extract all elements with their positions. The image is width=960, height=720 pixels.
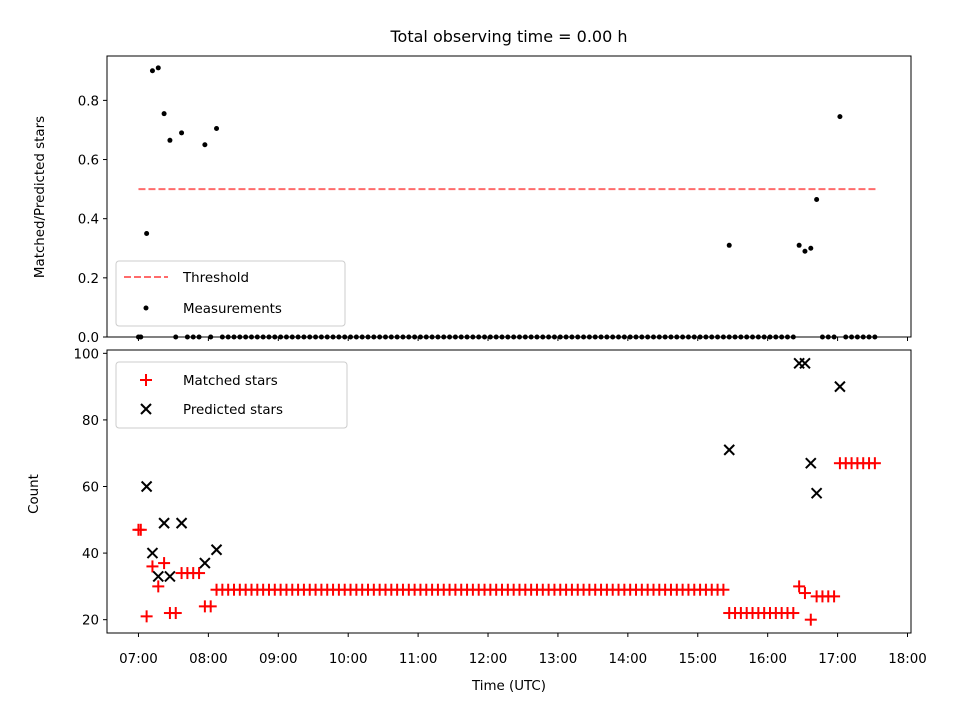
matched-star-point [804, 613, 817, 626]
matched-star-point [798, 587, 811, 600]
measurement-point [726, 242, 732, 248]
top-legend-box [115, 260, 346, 327]
bottom-legend: Matched stars Predicted stars [115, 361, 348, 429]
measurements-legend-swatch [143, 305, 149, 311]
matched-star-point [140, 610, 153, 623]
top-y-axis: 0.0 0.2 0.4 0.6 0.8 [78, 94, 107, 346]
measurement-point [167, 137, 173, 143]
predicted-star-point [210, 544, 223, 556]
matched-star-point [134, 523, 147, 536]
matched-star-point [158, 557, 171, 570]
matched-star-point [868, 457, 881, 470]
predicted-star-point [834, 380, 846, 393]
x-tick-label: 09:00 [259, 652, 298, 667]
bottom-y-axis-label: Count [27, 474, 42, 514]
measurement-point [202, 142, 208, 148]
measurement-point [214, 125, 220, 131]
measurement-point [161, 111, 167, 117]
bottom-x-axis: 07:00 08:00 09:00 10:00 11:00 12:00 13:00 14:00… [119, 633, 927, 667]
predicted-star-point [199, 557, 211, 569]
top-panel: 0.00.20.40.60.8 Matched/Predicted stars … [33, 55, 912, 346]
predicted-star-point [723, 444, 735, 456]
matched-star-point [793, 580, 806, 593]
top-y-tick-label: 0.0 [78, 331, 99, 346]
x-tick-label: 10:00 [329, 652, 368, 667]
threshold-legend-label: Threshold [182, 271, 249, 286]
x-tick-label: 11:00 [399, 652, 438, 667]
top-y-tick-label: 0.2 [78, 272, 99, 287]
bottom-y-tick-label: 60 [82, 481, 99, 496]
matched-star-point [169, 607, 182, 620]
matched-star-point [787, 607, 800, 620]
measurement-point [179, 130, 185, 136]
bottom-axes-frame [106, 349, 912, 634]
x-tick-label: 13:00 [539, 652, 578, 667]
top-y-axis-label: Matched/Predicted stars [33, 116, 48, 278]
bottom-y-tick-label: 40 [82, 547, 99, 562]
predicted-star-point [152, 570, 164, 583]
measurement-point [155, 65, 161, 71]
measurement-point [808, 245, 814, 251]
x-tick-label: 07:00 [119, 652, 158, 667]
x-tick-label: 16:00 [748, 652, 787, 667]
matched-star-point [717, 583, 730, 596]
matched-star-point [204, 600, 217, 613]
x-axis-label: Time (UTC) [471, 679, 546, 694]
matched-star-point [193, 567, 206, 580]
measurement-point [837, 114, 843, 120]
predicted-star-point [805, 457, 817, 469]
top-y-tick-label: 0.4 [78, 213, 99, 228]
measurement-point [814, 196, 820, 202]
matched-star-point [828, 590, 841, 603]
top-x-ticks [137, 337, 909, 341]
matched-star-point [146, 560, 159, 573]
top-y-tick-label: 0.6 [78, 154, 99, 169]
measurement-point [796, 242, 802, 248]
measurements-legend-label: Measurements [183, 302, 282, 317]
bottom-y-axis: 20 40 60 80 100 [73, 347, 107, 629]
bottom-data-layer [132, 357, 881, 626]
top-axes-frame [106, 55, 912, 338]
x-tick-label: 08:00 [189, 652, 228, 667]
bottom-legend-box [115, 361, 348, 429]
chart-title: Total observing time = 0.00 h [389, 27, 627, 46]
matched-legend-label: Matched stars [183, 374, 278, 389]
x-tick-label: 15:00 [678, 652, 717, 667]
predicted-star-point [164, 570, 176, 583]
predicted-star-point [158, 517, 170, 529]
measurement-point [802, 248, 808, 254]
top-legend: Threshold Measurements [115, 260, 346, 327]
matched-legend-swatch [140, 374, 152, 386]
matched-star-point [152, 580, 165, 593]
predicted-legend-swatch [140, 403, 152, 415]
x-tick-label: 17:00 [818, 652, 857, 667]
measurement-point [144, 230, 150, 236]
bottom-y-tick-label: 20 [82, 614, 99, 629]
predicted-legend-label: Predicted stars [183, 403, 283, 418]
x-tick-label: 14:00 [609, 652, 648, 667]
x-tick-label: 18:00 [888, 652, 927, 667]
x-tick-label: 12:00 [469, 652, 508, 667]
predicted-star-point [175, 517, 188, 529]
bottom-panel: 20 40 60 80 100 07:00 08:00 09:00 10:00 11:00 12:… [27, 347, 927, 694]
predicted-star-point [146, 547, 159, 559]
predicted-star-point [799, 357, 811, 370]
measurement-point [149, 68, 155, 74]
top-y-tick-label: 0.8 [78, 94, 99, 109]
predicted-star-point [140, 480, 153, 493]
predicted-star-point [810, 487, 823, 499]
bottom-y-tick-label: 100 [73, 347, 99, 362]
bottom-y-tick-label: 80 [82, 414, 99, 429]
